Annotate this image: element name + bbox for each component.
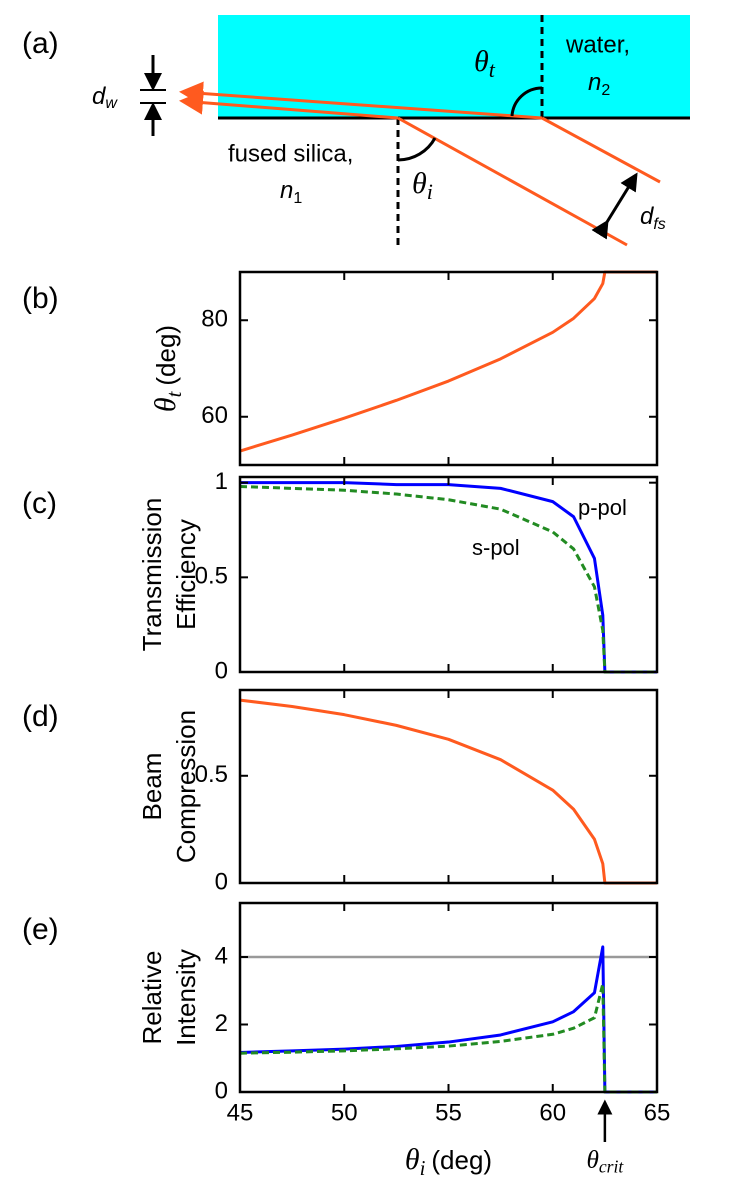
panel-label: (d) — [22, 700, 59, 733]
y-tick-label: 2 — [215, 1010, 228, 1037]
beam — [541, 116, 661, 184]
beam — [397, 116, 628, 247]
label-sub: 1 — [293, 190, 302, 207]
series-label: p-pol — [578, 495, 627, 520]
y-tick-label: 1 — [215, 468, 228, 495]
label-sub: t — [489, 57, 496, 82]
label: water, — [565, 31, 630, 58]
y-tick-label: 0 — [215, 1077, 228, 1104]
label-base: θ — [586, 1146, 598, 1174]
label: n2 — [588, 69, 610, 99]
beam — [179, 90, 399, 120]
axis-label: θi (deg) — [405, 1143, 492, 1180]
label: θi — [412, 167, 433, 204]
axis-label: θt (deg) — [149, 325, 186, 412]
label-base: d — [640, 203, 654, 230]
label-base: θ — [405, 1143, 420, 1176]
y-tick-label: 4 — [215, 942, 228, 969]
y-axis-label: Intensity — [171, 949, 201, 1046]
y-tick-label: 0 — [215, 657, 228, 684]
label-base: n — [280, 177, 293, 204]
label-base: θ — [412, 167, 427, 200]
y-axis-label: Compression — [171, 710, 201, 863]
y-axis-label: Transmission — [137, 498, 167, 652]
y-tick-label: 0 — [215, 868, 228, 895]
label-sub: w — [105, 95, 118, 112]
x-tick-label: 50 — [331, 1099, 358, 1126]
diagram: (a) dw water, n2 fused silica, n1 θt θi … — [22, 15, 690, 248]
series-line — [239, 945, 657, 1094]
x-tick-label: 55 — [435, 1099, 462, 1126]
y-tick-label: 80 — [201, 306, 228, 333]
label-base: d — [92, 83, 106, 110]
series-label: s-pol — [472, 535, 520, 560]
y-tick-label: 0.5 — [195, 761, 228, 788]
label-sub: i — [427, 179, 433, 204]
label-sub: i — [420, 1157, 426, 1180]
angle-arc — [510, 86, 543, 117]
width-arrow — [591, 172, 638, 240]
y-axis-label: Beam — [137, 753, 167, 821]
y-axis-label: Efficiency — [171, 519, 201, 630]
plot-frame — [238, 270, 659, 467]
label: n1 — [280, 177, 302, 207]
label-rest: (deg) — [151, 325, 181, 386]
panel-label: (e) — [22, 913, 59, 946]
label-base: θ — [474, 45, 489, 78]
plot-frame — [238, 901, 659, 1094]
beam — [179, 81, 543, 120]
label-rest: (deg) — [431, 1145, 492, 1175]
angle-arc — [397, 137, 437, 162]
y-axis-label: Relative — [137, 951, 167, 1045]
panel-label: (a) — [22, 27, 59, 60]
label-sub: crit — [599, 1157, 625, 1177]
label-base: θ — [149, 397, 182, 412]
label-sub: t — [163, 390, 186, 397]
label-sub: 2 — [601, 82, 610, 99]
label: dfs — [640, 203, 666, 233]
label: θt — [474, 45, 496, 82]
axis-label: θcrit — [586, 1146, 624, 1177]
x-tick-label: 45 — [227, 1099, 254, 1126]
y-tick-label: 0.5 — [195, 563, 228, 590]
series-line — [239, 698, 657, 885]
plot-frame — [238, 688, 659, 885]
x-tick-label: 60 — [539, 1099, 566, 1126]
series-line — [239, 982, 657, 1094]
series-line — [239, 270, 657, 453]
label: fused silica, — [228, 140, 353, 167]
label-sub: fs — [653, 216, 665, 233]
label: dw — [92, 83, 118, 112]
label-base: n — [588, 69, 601, 96]
panel-label: (c) — [22, 487, 57, 520]
x-tick-label: 65 — [644, 1099, 671, 1126]
y-tick-label: 60 — [201, 402, 228, 429]
panel-label: (b) — [22, 282, 59, 315]
